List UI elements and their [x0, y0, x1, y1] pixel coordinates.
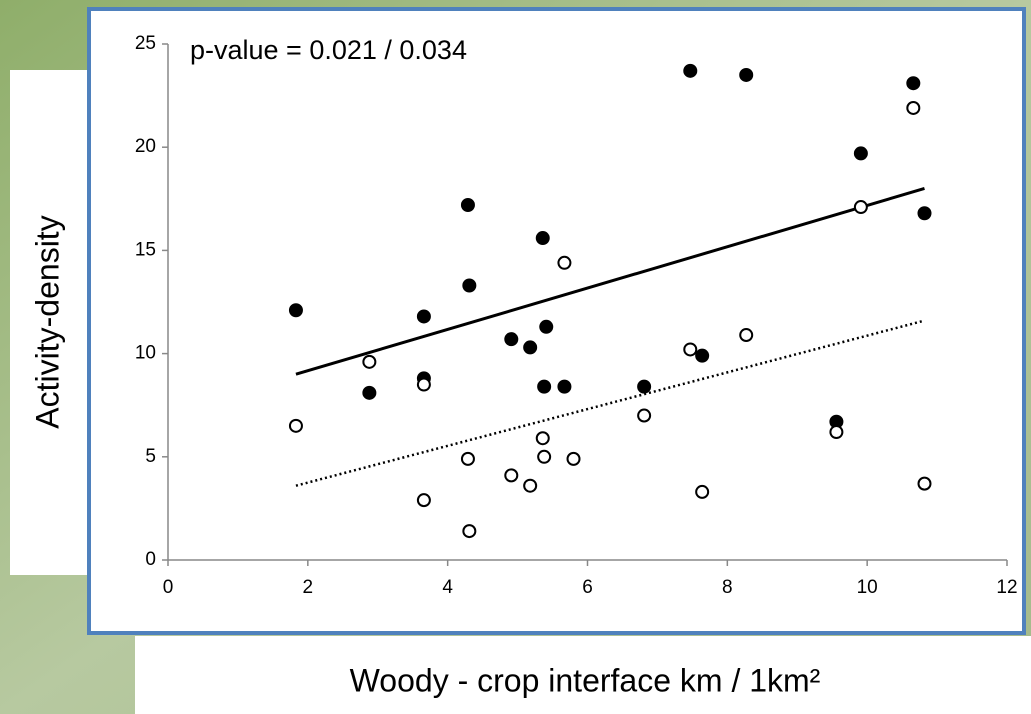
point	[557, 255, 572, 270]
point	[683, 63, 698, 78]
x-tick-label: 0	[163, 577, 174, 598]
point	[917, 476, 932, 491]
point	[557, 379, 572, 394]
point	[288, 303, 303, 318]
point	[637, 379, 652, 394]
point	[853, 146, 868, 161]
point	[416, 377, 431, 392]
chart-box	[87, 7, 1026, 635]
point	[637, 408, 652, 423]
point	[739, 67, 754, 82]
x-tick-label: 8	[722, 577, 733, 598]
y-tick-label: 25	[135, 33, 156, 54]
y-tick-label: 5	[145, 446, 156, 467]
y-tick-label: 10	[135, 343, 156, 364]
point	[695, 348, 710, 363]
x-tick-label: 10	[857, 577, 878, 598]
point	[829, 425, 844, 440]
trendline	[295, 187, 925, 376]
point	[362, 385, 377, 400]
point	[917, 206, 932, 221]
point	[906, 76, 921, 91]
x-tick-label: 4	[442, 577, 453, 598]
point	[362, 354, 377, 369]
point	[523, 478, 538, 493]
point	[416, 309, 431, 324]
x-tick-label: 6	[582, 577, 593, 598]
trendline	[295, 319, 925, 487]
point	[523, 340, 538, 355]
y-tick-label: 20	[135, 136, 156, 157]
annotation: p-value = 0.021 / 0.034	[190, 35, 467, 65]
x-tick-label: 2	[303, 577, 314, 598]
point	[539, 319, 554, 334]
y-label-box	[10, 70, 90, 575]
y-axis-label: Activity-density	[29, 215, 65, 428]
point	[462, 278, 477, 293]
point	[462, 524, 477, 539]
point	[535, 231, 550, 246]
point	[416, 493, 431, 508]
x-axis-label: Woody - crop interface km / 1km²	[350, 662, 821, 698]
x-tick-label: 12	[996, 577, 1017, 598]
point	[535, 431, 550, 446]
x-label-box	[135, 636, 1031, 714]
point	[504, 468, 519, 483]
point	[288, 418, 303, 433]
point	[853, 200, 868, 215]
point	[683, 342, 698, 357]
point	[537, 379, 552, 394]
point	[537, 449, 552, 464]
point	[695, 484, 710, 499]
point	[460, 451, 475, 466]
point	[906, 100, 921, 115]
point	[504, 332, 519, 347]
point	[739, 328, 754, 343]
point	[566, 451, 581, 466]
y-tick-label: 0	[145, 549, 156, 570]
y-tick-label: 15	[135, 239, 156, 260]
point	[460, 197, 475, 212]
